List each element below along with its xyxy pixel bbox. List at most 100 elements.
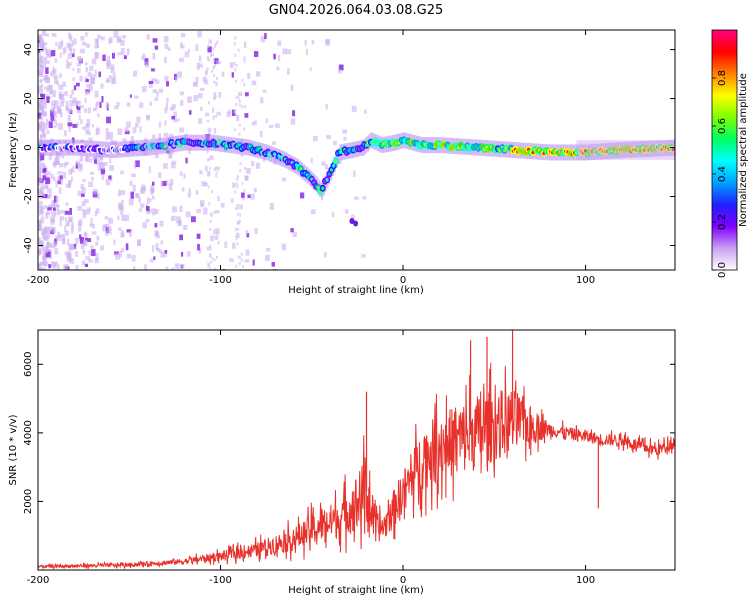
heatmap-speckle — [236, 204, 239, 208]
heatmap-speckle — [68, 125, 71, 133]
heatmap-speckle — [66, 238, 70, 246]
heatmap-speckle — [149, 198, 152, 202]
heatmap-speckle — [311, 39, 315, 45]
heatmap-speckle — [238, 123, 241, 127]
heatmap-speckle — [187, 251, 191, 257]
heatmap-speckle — [95, 38, 99, 44]
heatmap-speckle — [53, 160, 57, 168]
heatmap-speckle — [51, 33, 57, 37]
heatmap-speckle — [207, 185, 210, 189]
heatmap-speckle — [171, 267, 175, 270]
heatmap-speckle — [83, 233, 88, 237]
heatmap-speckle — [53, 68, 57, 75]
heatmap-speckle — [235, 182, 238, 186]
heatmap-speckle — [90, 218, 93, 225]
heatmap-speckle — [85, 129, 90, 134]
heatmap-speckle — [215, 210, 220, 214]
heatmap-speckle — [234, 128, 237, 132]
heatmap-speckle — [265, 254, 270, 262]
heatmap-speckle — [209, 219, 212, 223]
heatmap-speckle — [59, 219, 62, 226]
heatmap-speckle — [65, 202, 69, 206]
heatmap-speckle — [214, 235, 219, 240]
snr-y-axis-label: SNR (10 * v/v) — [8, 414, 19, 485]
heatmap-speckle — [41, 232, 47, 239]
heatmap-speckle — [310, 157, 313, 164]
heatmap-speckle — [96, 127, 100, 135]
heatmap-speckle — [50, 71, 55, 77]
heatmap-speckle — [45, 230, 51, 238]
heatmap-speckle — [198, 118, 203, 124]
heatmap-speckle — [43, 86, 48, 90]
heatmap-speckle — [156, 91, 159, 98]
heatmap-speckle — [57, 171, 62, 175]
heatmap-speckle — [145, 205, 150, 211]
heatmap-speckle — [75, 162, 78, 169]
heatmap-speckle — [126, 253, 132, 259]
heatmap-speckle — [206, 158, 209, 162]
heatmap-speckle — [74, 237, 79, 245]
heatmap-speckle — [260, 35, 266, 43]
colorbar-tick-label: 0.6 — [717, 118, 728, 134]
heatmap-speckle — [62, 81, 66, 87]
heatmap-speckle — [49, 179, 52, 184]
heatmap-speckle — [38, 175, 42, 180]
heatmap-speckle — [236, 175, 239, 179]
heatmap-speckle — [66, 100, 69, 105]
heatmap-speckle — [206, 246, 212, 251]
heatmap-speckle — [53, 202, 57, 208]
heatmap-speckle — [292, 231, 297, 237]
heatmap-speckle — [199, 170, 203, 175]
heatmap-speckle — [245, 230, 249, 235]
heatmap-speckle — [90, 171, 94, 175]
heatmap-speckle — [259, 130, 263, 137]
heatmap-speckle — [148, 82, 153, 88]
heatmap-speckle — [87, 71, 92, 77]
heatmap-speckle — [237, 255, 240, 259]
heatmap-speckle — [132, 184, 136, 192]
heatmap-speckle — [40, 62, 46, 69]
heatmap-speckle — [146, 209, 152, 213]
heatmap-speckle — [55, 161, 60, 166]
heatmap-speckle — [100, 83, 104, 89]
heatmap-speckle — [235, 177, 238, 181]
heatmap-speckle — [146, 34, 150, 40]
heatmap-speckle — [85, 256, 91, 261]
heatmap-speckle — [112, 73, 116, 78]
heatmap-speckle — [243, 41, 247, 48]
heatmap-speckle — [108, 175, 112, 180]
heatmap-speckle — [97, 193, 100, 199]
heatmap-speckle — [38, 85, 43, 90]
heatmap-speckle — [166, 97, 169, 103]
heatmap-speckle — [48, 204, 53, 209]
heatmap-speckle — [96, 43, 100, 48]
heatmap-speckle — [235, 95, 238, 99]
heatmap-speckle — [208, 158, 211, 162]
heatmap-speckle — [241, 105, 244, 109]
heatmap-speckle — [126, 102, 131, 107]
heatmap-speckle — [337, 158, 342, 164]
heatmap-speckle — [206, 56, 209, 61]
heatmap-speckle — [41, 46, 47, 51]
heatmap-speckle — [52, 104, 55, 111]
heatmap-speckle — [238, 256, 241, 260]
heatmap-speckle — [79, 237, 85, 244]
heatmap-speckle — [50, 50, 56, 57]
heatmap-speckle — [110, 78, 115, 85]
heatmap-speckle — [67, 122, 73, 127]
y-tick-label: -40 — [23, 237, 34, 253]
heatmap-speckle — [211, 109, 214, 113]
heatmap-speckle — [233, 110, 236, 114]
heatmap-speckle — [183, 173, 186, 179]
heatmap-speckle — [133, 162, 137, 169]
heatmap-speckle — [93, 157, 97, 164]
heatmap-speckle — [163, 132, 169, 137]
heatmap-speckle — [71, 40, 75, 46]
heatmap-speckle — [169, 106, 175, 111]
heatmap-speckle — [126, 121, 131, 128]
heatmap-speckle — [87, 107, 92, 114]
heatmap-speckle — [76, 82, 80, 87]
heatmap-speckle — [52, 176, 56, 182]
heatmap-speckle — [86, 118, 91, 126]
